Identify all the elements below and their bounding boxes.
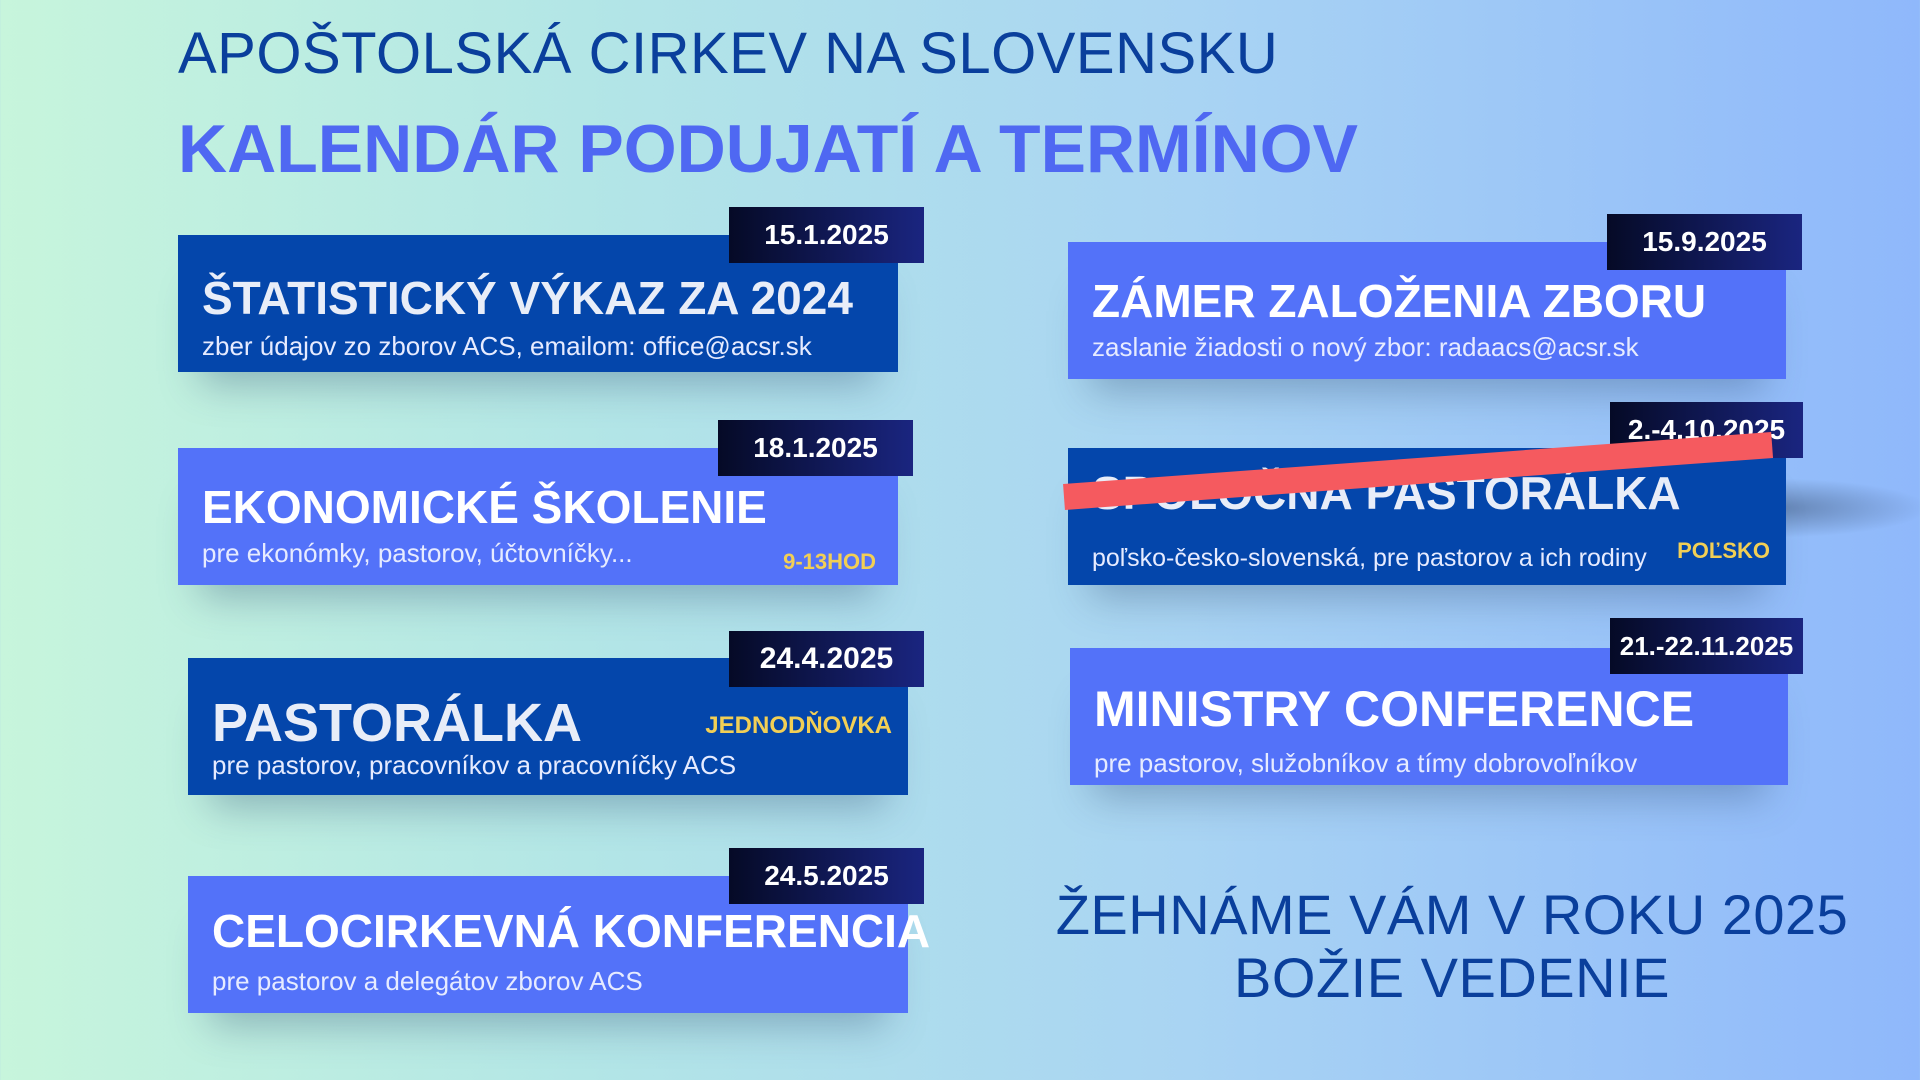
event-date-badge: 18.1.2025 (718, 420, 913, 476)
event-tag: 9-13HOD (783, 549, 876, 574)
event-description: poľsko-česko-slovenská, pre pastorov a i… (1092, 544, 1647, 572)
event-description: zber údajov zo zborov ACS, emailom: offi… (202, 331, 812, 361)
blessing-message: ŽEHNÁME VÁM V ROKU 2025 BOŽIE VEDENIE (1052, 883, 1852, 1009)
page-title: KALENDÁR PODUJATÍ A TERMÍNOV (178, 111, 1358, 187)
event-date-badge: 24.5.2025 (729, 848, 924, 904)
event-tag: JEDNODŇOVKA (705, 712, 892, 739)
card-shadow (1770, 478, 1920, 538)
event-title: ZÁMER ZALOŽENIA ZBORU (1092, 275, 1707, 327)
event-card-church-conference: CELOCIRKEVNÁ KONFERENCIA pre pastorov a … (188, 876, 930, 1013)
event-title: ŠTATISTICKÝ VÝKAZ ZA 2024 (202, 272, 853, 324)
event-date-badge: 24.4.2025 (729, 631, 924, 687)
organization-name: APOŠTOLSKÁ CIRKEV NA SLOVENSKU (178, 21, 1279, 86)
event-title: EKONOMICKÉ ŠKOLENIE (202, 481, 767, 533)
event-description: pre pastorov, služobníkov a tímy dobrovo… (1094, 748, 1638, 778)
event-date-badge: 21.-22.11.2025 (1610, 618, 1803, 674)
event-tag: POĽSKO (1677, 538, 1770, 563)
event-description: pre pastorov a delegátov zborov ACS (212, 966, 643, 996)
event-date-badge: 15.9.2025 (1607, 214, 1802, 270)
event-title: CELOCIRKEVNÁ KONFERENCIA (212, 905, 931, 957)
event-description: pre pastorov, pracovníkov a pracovníčky … (212, 750, 737, 780)
blessing-line-1: ŽEHNÁME VÁM V ROKU 2025 (1055, 883, 1849, 946)
event-description: zaslanie žiadosti o nový zbor: radaacs@a… (1092, 332, 1639, 362)
event-date-badge: 15.1.2025 (729, 207, 924, 263)
event-card-joint-pastoral: SPOLOČNÁ PASTORÁLKA POĽSKO poľsko-česko-… (1068, 448, 1786, 585)
event-description: pre ekonómky, pastorov, účtovníčky... (202, 538, 633, 568)
event-title: MINISTRY CONFERENCE (1094, 681, 1695, 737)
blessing-line-2: BOŽIE VEDENIE (1234, 945, 1670, 1009)
event-title: PASTORÁLKA (212, 693, 583, 753)
